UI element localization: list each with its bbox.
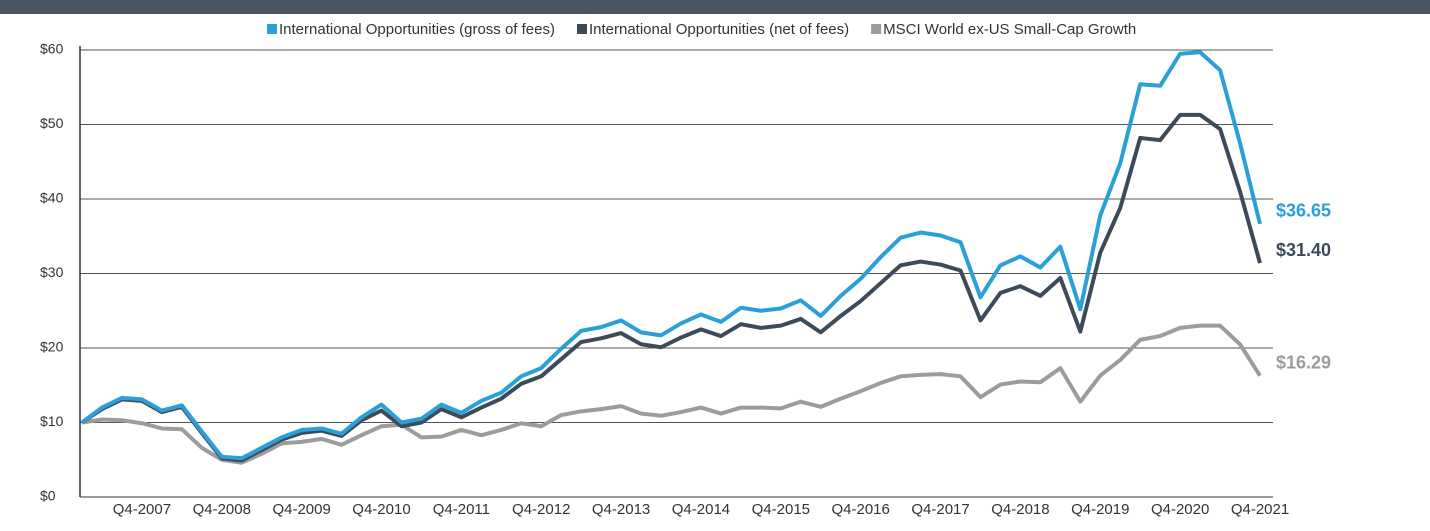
series-line bbox=[81, 323, 1262, 465]
y-tick-label: $50 bbox=[40, 115, 64, 131]
y-tick-label: $40 bbox=[40, 190, 64, 206]
x-tick-label: Q4-2016 bbox=[831, 501, 889, 518]
y-tick-label: $0 bbox=[40, 488, 56, 504]
x-tick-label: Q4-2010 bbox=[352, 501, 410, 518]
legend-swatch bbox=[871, 24, 882, 34]
y-tick-label: $60 bbox=[40, 41, 64, 57]
legend-swatch bbox=[576, 24, 587, 34]
x-tick-label: Q4-2018 bbox=[991, 501, 1049, 518]
series-line bbox=[80, 50, 1262, 461]
x-tick-label: Q4-2017 bbox=[911, 501, 969, 518]
x-tick-label: Q4-2013 bbox=[592, 501, 650, 518]
legend-label: International Opportunities (net of fees… bbox=[589, 21, 849, 38]
x-tick-label: Q4-2021 bbox=[1231, 501, 1289, 518]
data-label: $31.40 bbox=[1276, 240, 1331, 260]
x-tick-label: Q4-2020 bbox=[1151, 501, 1209, 518]
legend-swatch bbox=[267, 24, 277, 34]
x-tick-label: Q4-2019 bbox=[1071, 501, 1129, 518]
y-tick-label: $20 bbox=[40, 339, 64, 355]
y-tick-label: $10 bbox=[40, 413, 64, 429]
legend-label: International Opportunities (gross of fe… bbox=[279, 21, 555, 38]
x-tick-label: Q4-2011 bbox=[433, 501, 490, 518]
x-tick-label: Q4-2009 bbox=[272, 501, 330, 518]
data-label: $36.65 bbox=[1276, 201, 1331, 221]
y-tick-label: $30 bbox=[40, 264, 64, 280]
x-tick-label: Q4-2012 bbox=[512, 501, 570, 518]
x-tick-label: Q4-2007 bbox=[113, 501, 171, 518]
data-label: $16.29 bbox=[1276, 352, 1331, 372]
x-tick-label: Q4-2014 bbox=[672, 501, 730, 518]
x-tick-label: Q4-2008 bbox=[193, 501, 251, 518]
x-tick-label: Q4-2015 bbox=[752, 501, 810, 518]
legend-label: MSCI World ex-US Small-Cap Growth bbox=[883, 21, 1136, 38]
header-bar bbox=[0, 0, 1430, 14]
